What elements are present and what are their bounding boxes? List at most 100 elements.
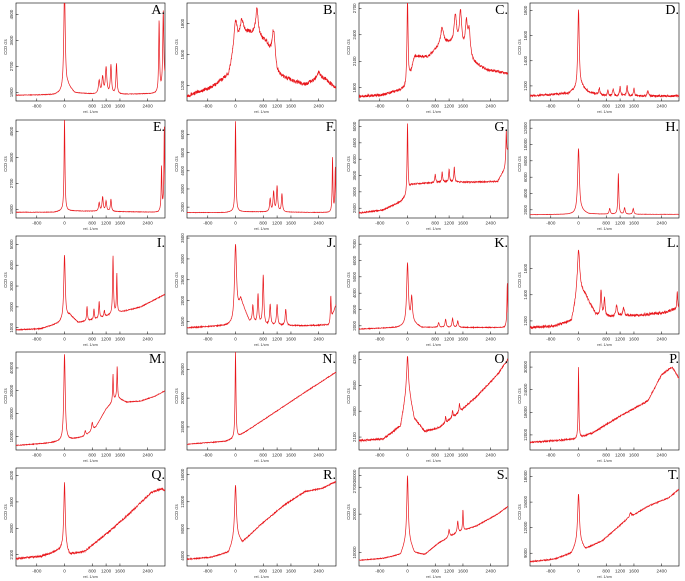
x-tick-label: 0 (234, 221, 237, 226)
y-tick-label: 27000 (352, 481, 357, 494)
x-tick-label: 1600 (629, 337, 640, 342)
spectrum-line (16, 120, 165, 214)
y-tick-label: 3600 (9, 152, 14, 162)
y-tick-label: 3000 (352, 186, 357, 196)
plot-frame (529, 2, 680, 102)
x-tick-label: 1200 (444, 453, 455, 458)
panel-letter: J. (327, 236, 336, 251)
panel-letter: H. (665, 120, 679, 135)
y-tick-label: 15000 (180, 420, 185, 433)
x-tick-label: 1200 (272, 337, 283, 342)
panel-letter: T. (667, 468, 679, 483)
y-tick-label: 12000 (523, 122, 528, 135)
x-tick-label: 1600 (286, 337, 297, 342)
spectrum-line (530, 9, 679, 99)
x-tick-label: 0 (234, 569, 237, 574)
y-tick-label: 1800 (9, 204, 14, 214)
x-axis-label: rel. 1/cm (83, 227, 98, 231)
x-tick-label: 800 (431, 569, 439, 574)
panel-letter: F. (325, 120, 336, 135)
x-tick-label: 1600 (458, 337, 469, 342)
y-tick-label: 2700 (352, 3, 357, 13)
spectrum-panel: -800 0 800 1200 1600 2400 rel. 1/cm 2500 3000 350… (343, 117, 514, 233)
y-tick-label: 8000 (180, 523, 185, 533)
x-tick-label: 800 (88, 104, 96, 109)
plot-frame (15, 119, 166, 219)
y-tick-label: 2100 (352, 432, 357, 442)
x-tick-label: 800 (88, 453, 96, 458)
y-tick-label: 12000 (523, 521, 528, 534)
spectrum-line (359, 123, 508, 215)
plot-frame (358, 467, 509, 567)
spectrum-panel: -800 0 800 1200 1600 2400 rel. 1/cm 1800 2700 360… (0, 117, 171, 233)
y-axis-label: CCD cts (3, 388, 8, 404)
spectrum-chart: -800 0 800 1200 1600 2400 rel. 1/cm 2000 3000 400… (174, 119, 337, 231)
x-tick-label: 0 (63, 104, 66, 109)
x-tick-label: 1200 (272, 453, 283, 458)
x-tick-label: -800 (375, 221, 385, 226)
y-axis-label: CCD cts (346, 156, 351, 172)
plot-frame (15, 351, 166, 451)
x-tick-label: 1600 (286, 569, 297, 574)
x-tick-label: 2400 (486, 569, 497, 574)
y-tick-label: 4000 (352, 154, 357, 164)
x-tick-label: 800 (431, 221, 439, 226)
spectrum-line (187, 352, 336, 446)
x-tick-label: 2400 (314, 453, 325, 458)
x-tick-label: 2400 (143, 337, 154, 342)
spectrum-panel: -800 0 800 1200 1600 2400 rel. 1/cm 2000 3000 400… (171, 117, 342, 233)
spectrum-panel: -800 0 800 1200 1600 2400 rel. 1/cm 2000 3000 400… (343, 233, 514, 349)
x-tick-label: 1600 (115, 569, 126, 574)
x-tick-label: 1600 (629, 104, 640, 109)
x-axis-label: rel. 1/cm (426, 227, 441, 231)
x-axis-label: rel. 1/cm (254, 459, 269, 463)
x-tick-label: 1600 (286, 453, 297, 458)
x-tick-label: 800 (259, 337, 267, 342)
x-tick-label: 1200 (615, 453, 626, 458)
panel-letter: K. (494, 236, 508, 251)
plot-frame (186, 119, 337, 219)
x-tick-label: 800 (431, 453, 439, 458)
y-tick-label: 2000 (180, 202, 185, 212)
x-tick-label: 800 (431, 337, 439, 342)
spectrum-panel: -800 0 800 1200 1600 2400 rel. 1/cm 2000 4000 600… (514, 117, 685, 233)
plot-frame (186, 2, 337, 102)
x-tick-label: 0 (406, 104, 409, 109)
spectrum-line (359, 262, 508, 330)
plot-frame (529, 235, 680, 335)
y-tick-label: 18000 (523, 406, 528, 419)
x-tick-label: -800 (203, 569, 213, 574)
y-axis-label: CCD cts (517, 39, 522, 55)
x-tick-label: 2400 (486, 453, 497, 458)
x-tick-label: 2400 (657, 221, 668, 226)
x-tick-label: -800 (546, 104, 556, 109)
y-tick-label: 5000 (352, 271, 357, 281)
spectrum-chart: -800 0 800 1200 1600 2400 rel. 1/cm 2100 2800 350… (3, 467, 166, 579)
spectrum-line (359, 3, 508, 98)
spectrum-panel: -800 0 800 1200 1600 2400 rel. 1/cm 1200 1500 180… (171, 0, 342, 116)
spectrum-chart: -800 0 800 1200 1600 2400 rel. 1/cm 10000 20000 2… (346, 467, 509, 579)
x-tick-label: 2400 (143, 569, 154, 574)
x-tick-label: 1600 (115, 104, 126, 109)
y-tick-label: 30000 (9, 384, 14, 397)
panel-letter: E. (152, 120, 165, 135)
panel-letter: Q. (151, 468, 165, 483)
x-tick-label: 2400 (143, 221, 154, 226)
x-tick-label: 1200 (101, 221, 112, 226)
spectrum-chart: -800 0 800 1200 1600 2400 rel. 1/cm 1800 2700 360… (3, 2, 166, 114)
x-tick-label: 1600 (458, 453, 469, 458)
spectrum-panel: -800 0 800 1200 1600 2400 rel. 1/cm 4000 8000 120… (171, 465, 342, 581)
y-tick-label: 3600 (9, 35, 14, 45)
y-tick-label: 4000 (523, 188, 528, 198)
spectrum-line (187, 481, 336, 561)
x-axis-label: rel. 1/cm (597, 575, 612, 579)
plot-frame (186, 351, 337, 451)
y-tick-label: 3500 (352, 380, 357, 390)
x-tick-label: 2400 (486, 221, 497, 226)
plot-frame (15, 467, 166, 567)
x-tick-label: 1600 (115, 337, 126, 342)
y-tick-label: 4000 (9, 260, 14, 270)
x-tick-label: 1200 (272, 221, 283, 226)
